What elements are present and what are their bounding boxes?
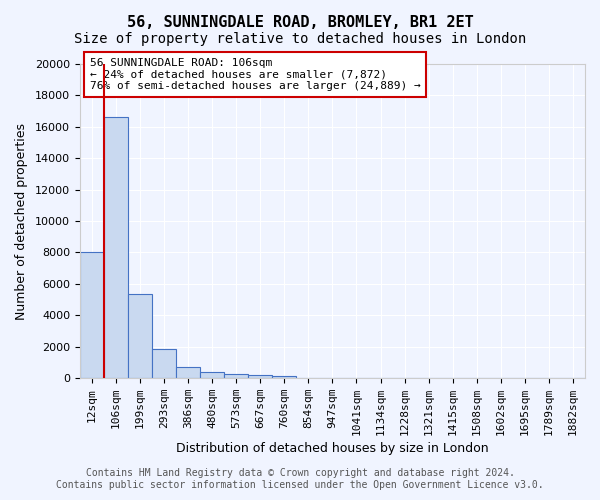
Bar [176, 367, 200, 378]
Text: Size of property relative to detached houses in London: Size of property relative to detached ho… [74, 32, 526, 46]
Text: 56, SUNNINGDALE ROAD, BROMLEY, BR1 2ET: 56, SUNNINGDALE ROAD, BROMLEY, BR1 2ET [127, 15, 473, 30]
Bar [128, 294, 152, 378]
Bar [224, 374, 248, 378]
Bar [104, 118, 128, 378]
Text: 56 SUNNINGDALE ROAD: 106sqm
← 24% of detached houses are smaller (7,872)
76% of : 56 SUNNINGDALE ROAD: 106sqm ← 24% of det… [90, 58, 421, 91]
Text: Contains HM Land Registry data © Crown copyright and database right 2024.
Contai: Contains HM Land Registry data © Crown c… [56, 468, 544, 490]
Y-axis label: Number of detached properties: Number of detached properties [15, 122, 28, 320]
Bar [80, 252, 104, 378]
Bar [200, 372, 224, 378]
Bar [248, 376, 272, 378]
Bar [272, 376, 296, 378]
X-axis label: Distribution of detached houses by size in London: Distribution of detached houses by size … [176, 442, 489, 455]
Bar [152, 349, 176, 378]
